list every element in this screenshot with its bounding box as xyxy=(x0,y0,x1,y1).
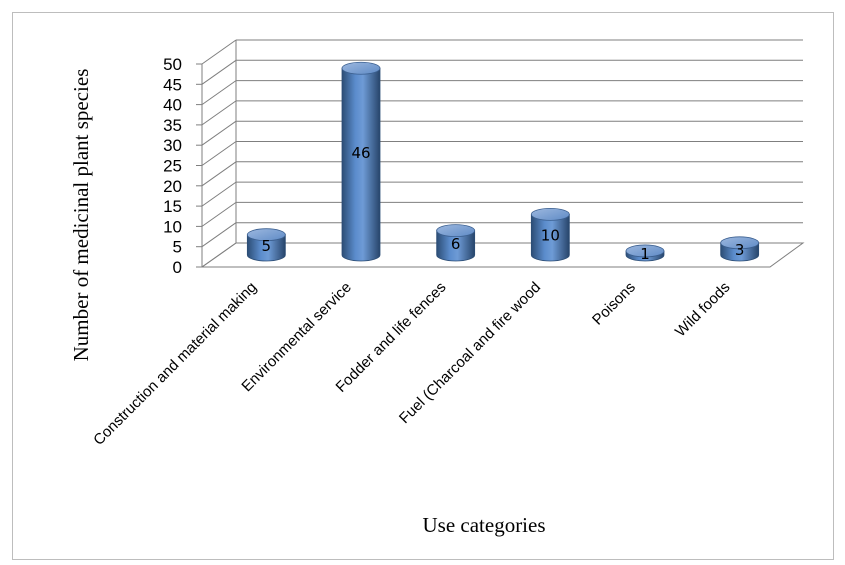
bar-cap xyxy=(530,207,570,221)
y-tick-label: 25 xyxy=(163,157,182,176)
bar-3: 10 xyxy=(530,207,570,262)
data-label: 5 xyxy=(262,237,272,255)
bar-cap xyxy=(341,61,381,75)
left-wall-gridline xyxy=(201,161,237,187)
bar-body xyxy=(341,67,381,262)
left-wall-gridline xyxy=(201,222,237,248)
bar-cap xyxy=(625,244,665,258)
data-label: 46 xyxy=(351,144,370,162)
category-label: Construction and material making xyxy=(90,279,260,449)
bar-2: 6 xyxy=(436,224,476,262)
y-tick-label: 15 xyxy=(163,197,182,216)
bar-cap xyxy=(720,236,760,250)
left-wall-gridline xyxy=(201,59,237,85)
left-wall-gridline xyxy=(201,141,237,166)
left-wall-gridline xyxy=(201,181,237,207)
y-tick-label: 45 xyxy=(163,75,182,94)
left-wall-gridline xyxy=(201,80,237,106)
chart-frame xyxy=(12,12,834,560)
y-tick-label: 0 xyxy=(173,258,182,277)
y-tick-label: 40 xyxy=(163,96,182,115)
y-tick-label: 50 xyxy=(163,55,182,74)
left-wall-gridline xyxy=(201,201,237,227)
y-tick-label: 30 xyxy=(163,136,182,155)
y-tick-label: 5 xyxy=(173,238,182,257)
category-label: Poisons xyxy=(589,279,639,329)
bar-cap xyxy=(246,228,286,242)
bar-cap xyxy=(436,224,476,238)
bar-body xyxy=(530,214,570,262)
y-tick-label: 35 xyxy=(163,116,182,135)
y-tick-label: 20 xyxy=(163,177,182,196)
y-tick-label: 10 xyxy=(163,217,182,236)
bar-0: 5 xyxy=(246,228,286,262)
bar-body xyxy=(436,230,476,262)
bars-group: 5 46 6 10 1 3 xyxy=(246,61,760,263)
left-wall-gridline xyxy=(201,120,237,146)
category-labels: Construction and material makingEnvironm… xyxy=(90,279,733,449)
bar-4: 1 xyxy=(625,244,665,263)
data-label: 1 xyxy=(640,245,650,263)
data-label: 6 xyxy=(451,235,461,253)
floor-outline xyxy=(200,242,805,268)
left-wall-gridline xyxy=(201,100,237,126)
bar-1: 46 xyxy=(341,61,381,262)
y-axis-title: Number of medicinal plant species xyxy=(69,69,93,362)
left-wall-gridline xyxy=(201,39,237,65)
category-label: Wild foods xyxy=(672,279,734,341)
data-label: 10 xyxy=(541,227,560,245)
chart-walls xyxy=(200,39,805,268)
bar-5: 3 xyxy=(720,236,760,262)
data-label: 3 xyxy=(735,241,745,259)
bar-body xyxy=(246,234,286,262)
x-axis-title: Use categories xyxy=(422,513,545,537)
